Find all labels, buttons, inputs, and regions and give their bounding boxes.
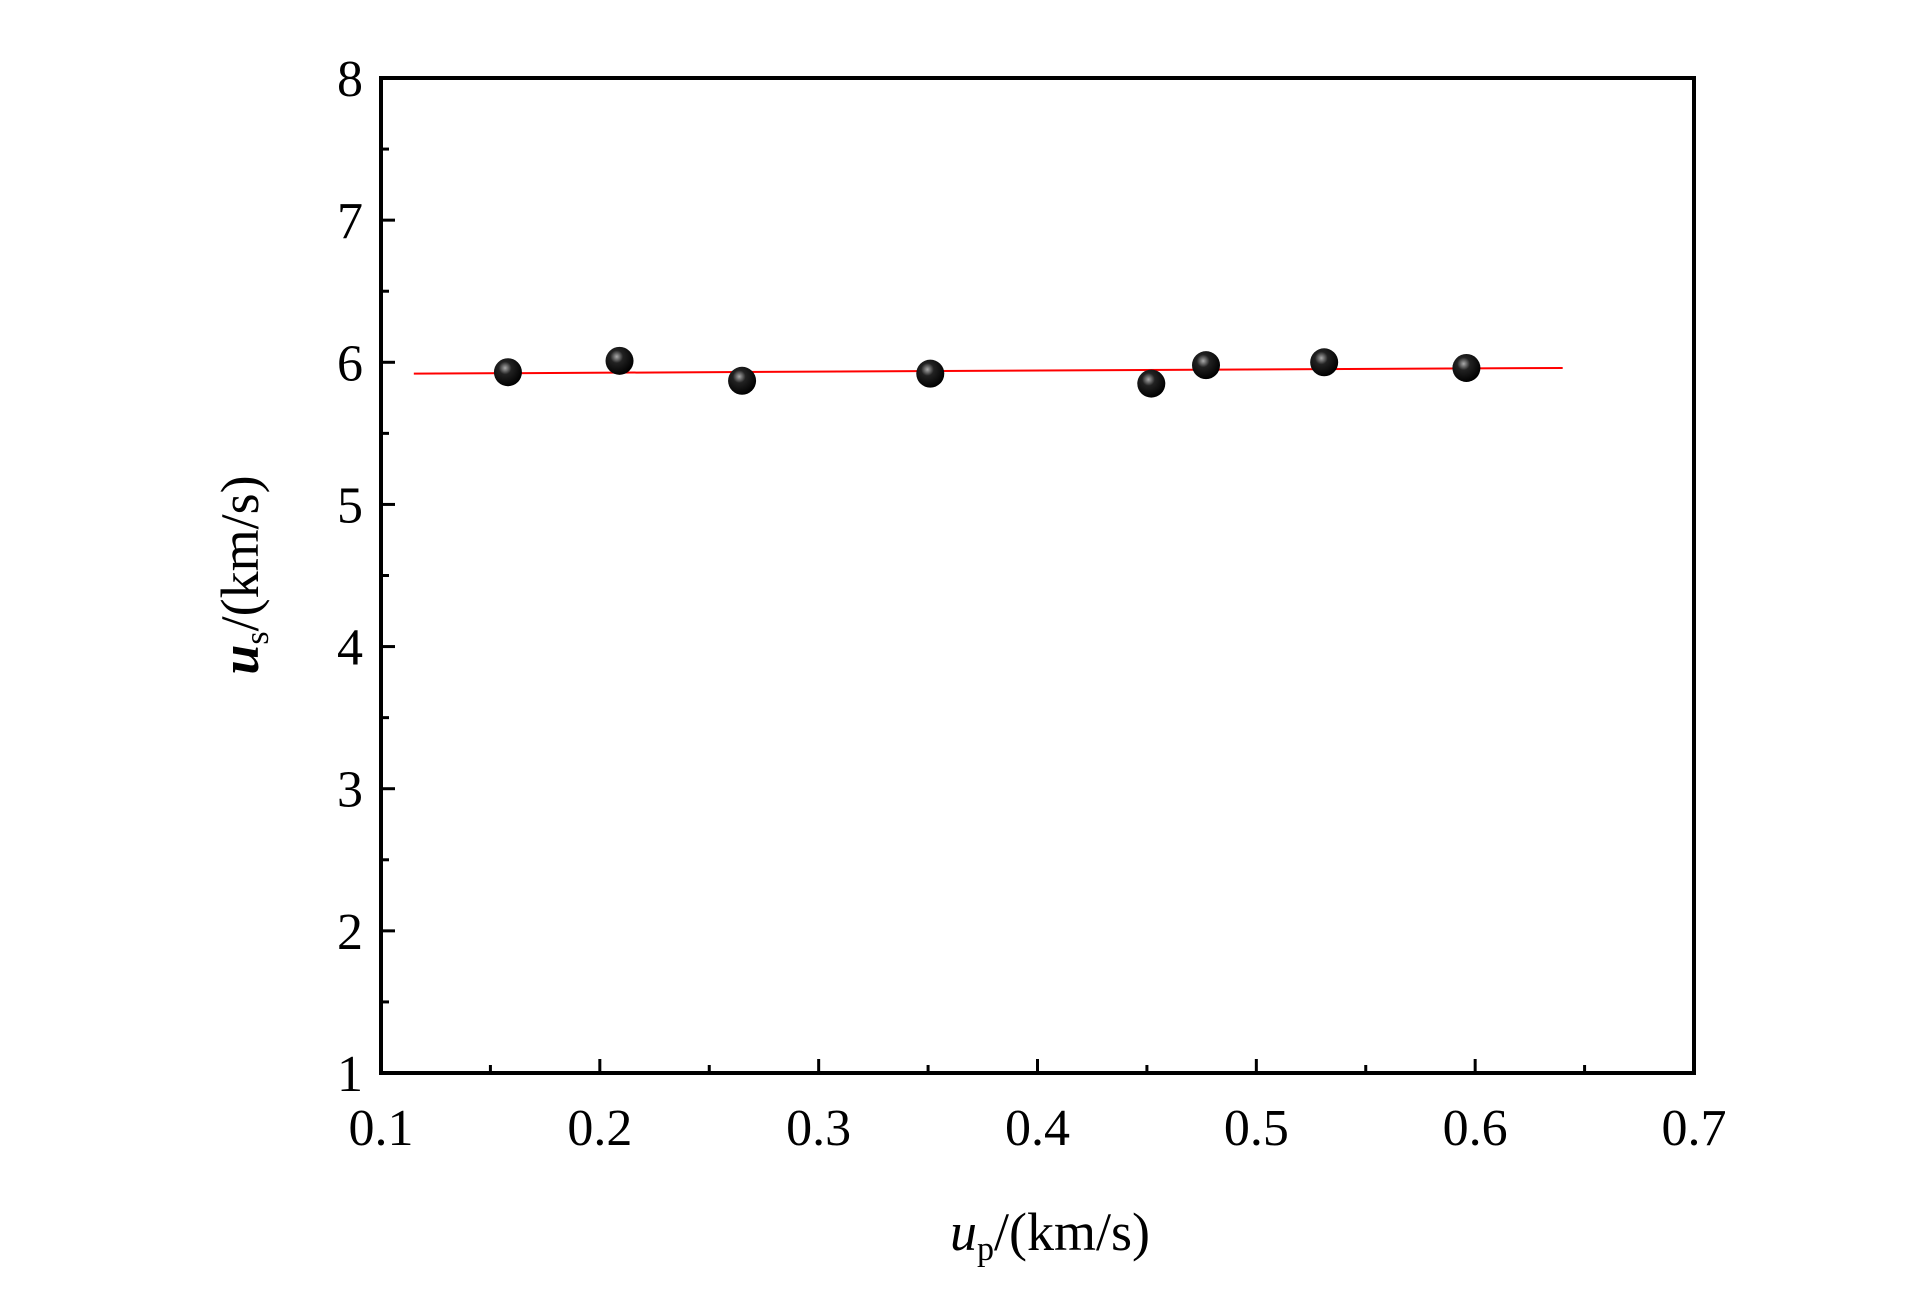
- x-tick-label: 0.2: [567, 1100, 632, 1157]
- data-point: [493, 358, 522, 387]
- data-point: [728, 366, 757, 395]
- x-tick-label: 0.1: [349, 1100, 414, 1157]
- data-point: [916, 359, 945, 388]
- y-tick-label: 7: [337, 193, 363, 250]
- data-point: [1137, 369, 1166, 398]
- x-tick-label: 0.4: [1005, 1100, 1070, 1157]
- x-tick-label: 0.5: [1224, 1100, 1289, 1157]
- x-tick-label: 0.3: [786, 1100, 851, 1157]
- data-point: [1452, 353, 1481, 382]
- y-tick-label: 3: [337, 762, 363, 819]
- y-axis-label: us/(km/s): [210, 475, 276, 674]
- x-axis-label: up/(km/s): [950, 1202, 1150, 1268]
- y-tick-label: 4: [337, 620, 363, 677]
- y-tick-label: 6: [337, 335, 363, 392]
- x-tick-label: 0.6: [1443, 1100, 1508, 1157]
- data-point: [1310, 348, 1339, 377]
- y-tick-label: 5: [337, 477, 363, 534]
- plot-frame: [379, 76, 1696, 1075]
- data-point: [605, 346, 634, 375]
- y-tick-label: 8: [337, 51, 363, 108]
- y-tick-label: 1: [337, 1046, 363, 1103]
- x-tick-label: 0.7: [1662, 1100, 1727, 1157]
- data-point: [1192, 351, 1221, 380]
- fit-line: [413, 366, 1563, 375]
- y-tick-label: 2: [337, 904, 363, 961]
